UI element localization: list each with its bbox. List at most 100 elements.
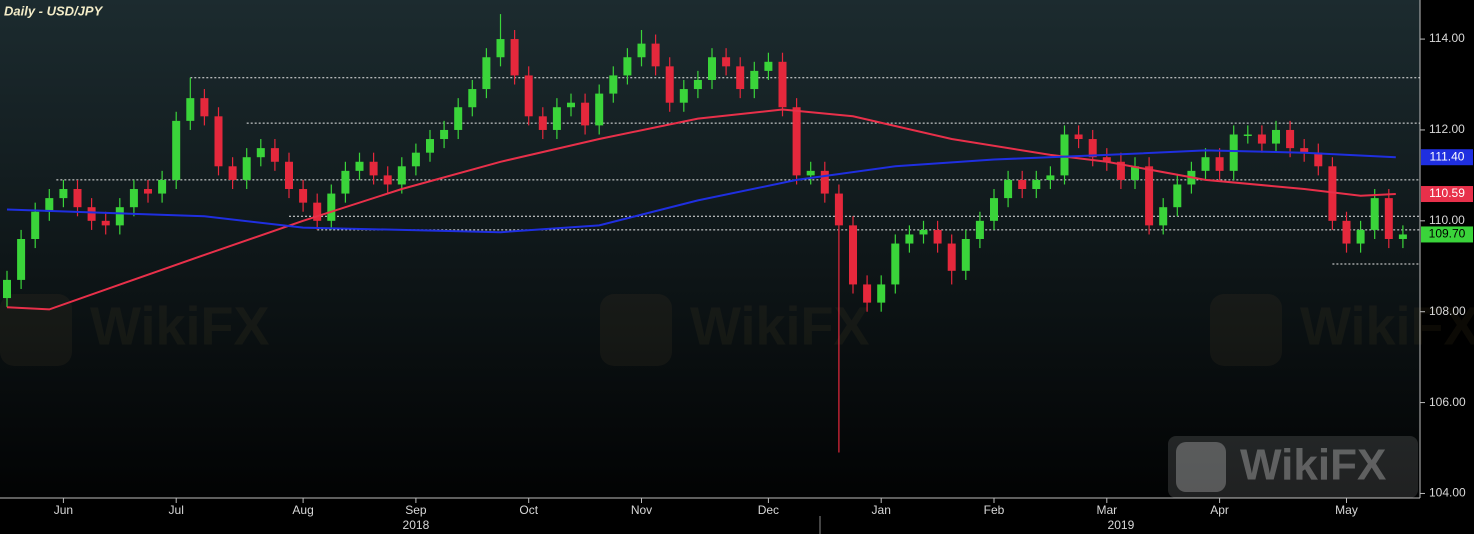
y-tick-label: 114.00 (1429, 31, 1465, 45)
candle-body (1032, 179, 1041, 190)
candle-body (1300, 148, 1309, 153)
moving-average-line (6, 149, 1396, 234)
x-tick-label: Sep (405, 503, 427, 517)
candle-body (736, 66, 745, 90)
candle-body (73, 189, 82, 208)
candle-body (1131, 166, 1139, 180)
x-tick-label: May (1335, 503, 1358, 517)
y-tick-label: 108.00 (1429, 304, 1466, 318)
candle-body (482, 57, 491, 90)
candle-body (200, 98, 209, 117)
candle-body (1088, 139, 1097, 158)
candle-body (975, 220, 984, 240)
watermark: WikiFX (690, 296, 870, 356)
x-tick-label: Jul (169, 503, 184, 517)
candle-body (214, 116, 223, 167)
candle-body (144, 189, 152, 194)
last-price-label: 109.70 (1429, 227, 1466, 241)
candle-body (1173, 184, 1182, 208)
end-label-box (1421, 149, 1473, 166)
candle-body (383, 175, 392, 185)
candle-body (1356, 229, 1365, 244)
candle-body (623, 57, 632, 76)
candle-body (17, 239, 26, 280)
candle-body (87, 207, 96, 221)
watermark-logo (600, 294, 672, 366)
candle-body (327, 193, 336, 221)
watermark: WikiFX (90, 296, 270, 356)
candle-body (397, 166, 406, 185)
candle-body (679, 89, 688, 103)
candle-body (595, 93, 604, 126)
watermark-logo (1176, 442, 1226, 492)
candle-body (1384, 198, 1393, 240)
candle-body (1074, 134, 1083, 140)
candle-body (863, 284, 872, 303)
candle-body (764, 61, 773, 71)
candle-body (510, 39, 519, 76)
candle-body (792, 107, 801, 176)
candle-body (722, 57, 731, 67)
last-price-box (1421, 226, 1473, 243)
candle-body (1004, 179, 1013, 199)
candle-body (1018, 179, 1027, 190)
candle-body (1201, 157, 1210, 171)
candle-body (3, 279, 11, 299)
candle-body (905, 234, 914, 244)
candle-body (933, 229, 942, 244)
candle-body (1328, 166, 1337, 221)
candle-body (313, 202, 322, 221)
candle-body (228, 166, 237, 180)
candle-body (581, 102, 590, 126)
candle-body (1370, 198, 1379, 230)
candle-body (426, 139, 434, 153)
candle-body (1215, 157, 1224, 171)
watermark-box (1168, 436, 1418, 498)
candle-body (651, 43, 660, 67)
candle-body (454, 107, 463, 130)
candle-body (524, 75, 533, 117)
candle-body (45, 198, 54, 212)
candle-body (285, 161, 293, 190)
end-label: 110.59 (1429, 186, 1465, 200)
y-tick-label: 112.00 (1429, 122, 1465, 136)
candle-body (1257, 134, 1266, 144)
candle-body (708, 57, 716, 80)
candle-body (1272, 129, 1280, 144)
candle-body (468, 89, 477, 108)
candle-body (665, 66, 674, 103)
candle-body (129, 189, 138, 208)
x-tick-label: Apr (1210, 503, 1229, 517)
candle-body (1060, 134, 1069, 176)
candle-body (299, 189, 308, 203)
axis-panel (0, 498, 1474, 534)
candle-body (186, 98, 195, 121)
candle-body (1145, 166, 1154, 226)
candle-body (538, 116, 547, 130)
candle-body (567, 102, 575, 108)
candle-body (1398, 234, 1407, 240)
x-tick-label: Mar (1096, 503, 1117, 517)
candle-body (1342, 220, 1351, 244)
candle-body (877, 284, 886, 303)
x-tick-label: Feb (984, 503, 1005, 517)
year-label: 2018 (403, 518, 430, 532)
candle-body (806, 170, 815, 176)
candle-body (158, 179, 167, 194)
candle-body (440, 129, 449, 140)
candle-body (369, 161, 378, 176)
candle-body (101, 220, 110, 226)
y-tick-label: 106.00 (1429, 395, 1466, 409)
candle-body (1314, 152, 1323, 167)
candle-body (31, 211, 40, 240)
candle-body (115, 207, 124, 226)
candle-body (1159, 207, 1168, 226)
candle-body (609, 75, 618, 94)
candle-body (1116, 161, 1125, 180)
y-tick-label: 104.00 (1429, 486, 1466, 500)
moving-average-line (6, 108, 1396, 311)
candle-body (919, 229, 928, 235)
candle-body (961, 239, 970, 271)
candle-body (355, 161, 364, 171)
